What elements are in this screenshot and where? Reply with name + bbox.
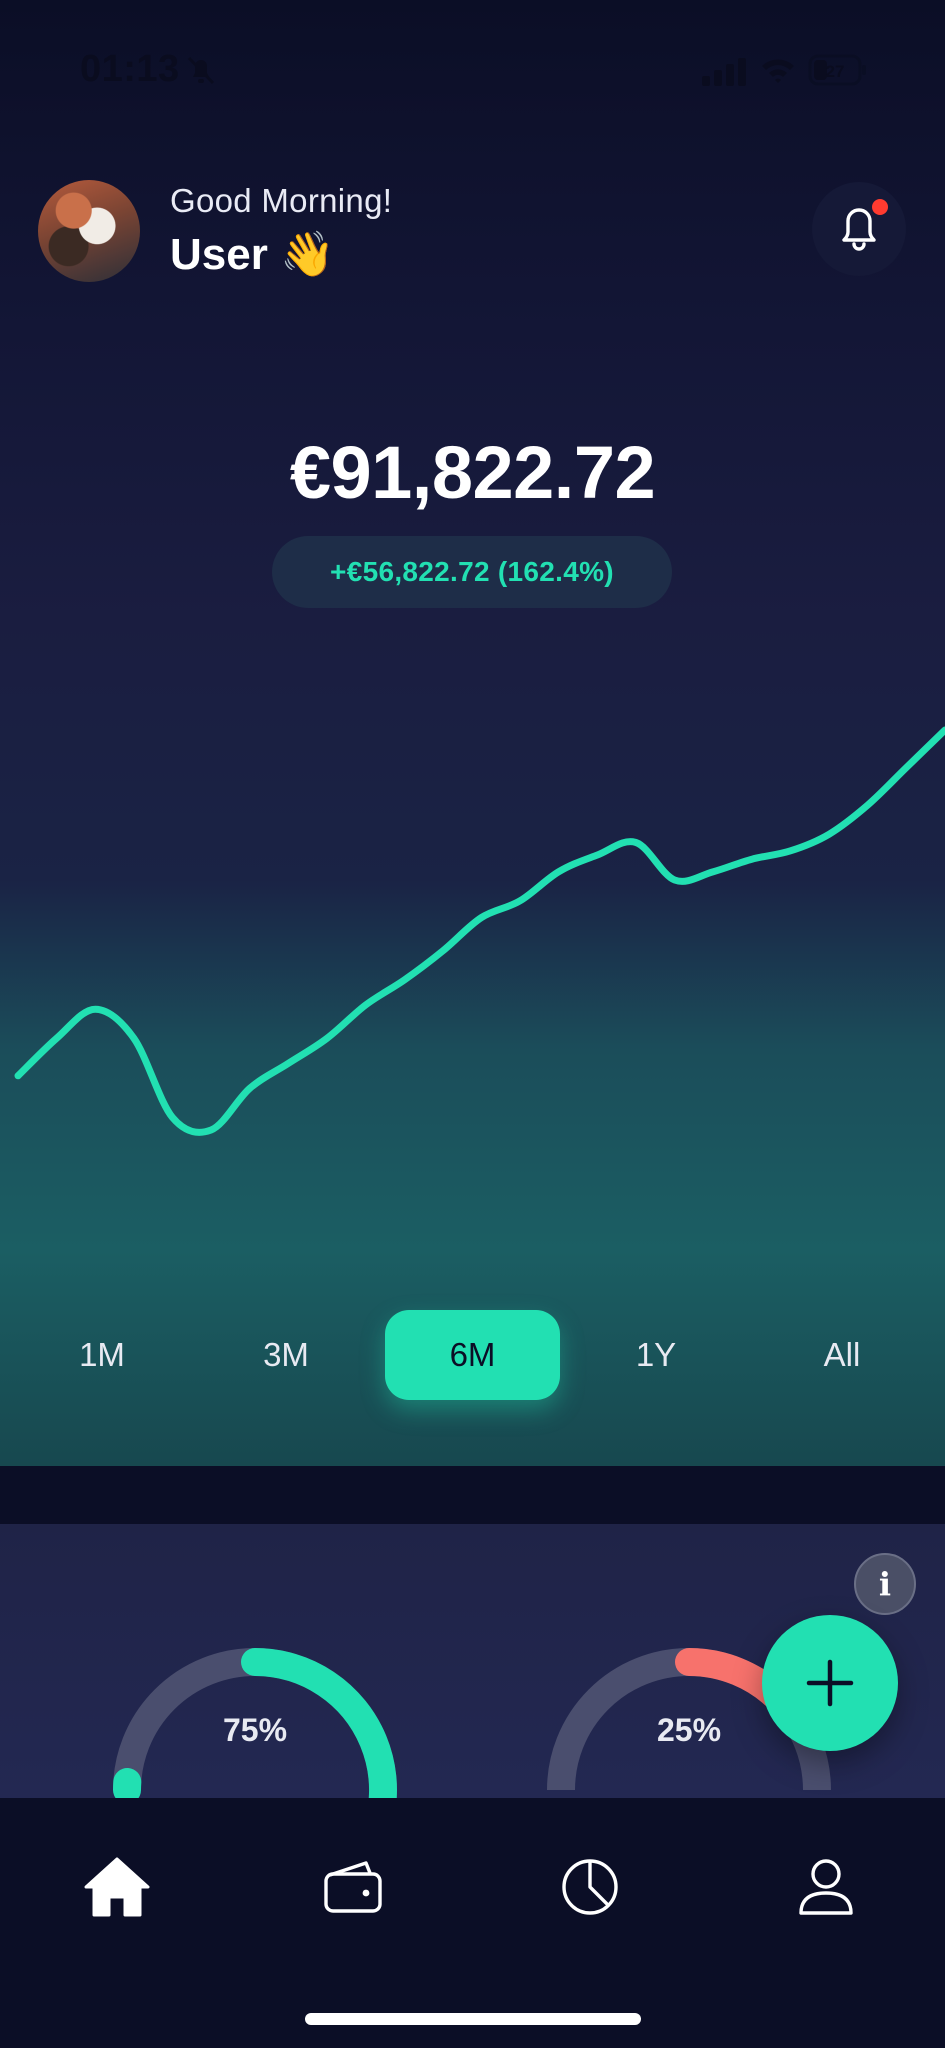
- greeting-text: Good Morning!: [170, 182, 393, 219]
- status-time: 01:13: [80, 48, 180, 90]
- balance-change-text: +€56,822.72 (162.4%): [330, 556, 614, 587]
- plus-icon: [806, 1659, 854, 1707]
- hero-background: [0, 0, 945, 1466]
- tab-all[interactable]: All: [823, 1336, 861, 1373]
- chart-series-line: [14, 726, 945, 1136]
- tab-6m[interactable]: 6M: [385, 1310, 560, 1400]
- battery-icon: 27: [808, 54, 866, 86]
- nav-analytics[interactable]: [545, 1842, 635, 1932]
- balance-change-badge: +€56,822.72 (162.4%): [272, 536, 672, 608]
- tab-1m[interactable]: 1M: [79, 1336, 125, 1373]
- username: User 👋: [170, 230, 335, 279]
- add-button[interactable]: [762, 1615, 898, 1751]
- time-range-tabs: 1M 3M 6M 1Y All: [0, 1310, 945, 1400]
- nav-profile[interactable]: [781, 1842, 871, 1932]
- bottom-navigation: [0, 1798, 945, 2048]
- bell-icon: [842, 208, 876, 251]
- gauge-label-primary: 75%: [222, 1712, 288, 1748]
- gauge-label-secondary: 25%: [656, 1712, 722, 1748]
- portfolio-balance: €91,822.72: [289, 431, 656, 514]
- home-icon: [84, 1857, 150, 1917]
- profile-icon: [799, 1859, 853, 1915]
- status-bar: 01:13 27: [0, 0, 945, 140]
- info-icon: i: [878, 1565, 892, 1603]
- nav-wallet[interactable]: [308, 1842, 398, 1932]
- home-indicator: [305, 2013, 641, 2025]
- gauge-value-arc: [241, 1648, 397, 1798]
- wifi-icon: [762, 59, 794, 83]
- bell-slash-icon: [187, 56, 215, 85]
- battery-level: 27: [826, 62, 845, 81]
- notification-badge: [872, 199, 888, 215]
- cellular-signal-icon: [702, 58, 746, 86]
- pie-chart-icon: [562, 1859, 618, 1915]
- wallet-icon: [324, 1861, 382, 1913]
- tab-1y[interactable]: 1Y: [635, 1336, 677, 1373]
- nav-home[interactable]: [72, 1842, 162, 1932]
- tab-3m[interactable]: 3M: [263, 1336, 309, 1373]
- performance-chart[interactable]: [0, 700, 945, 1160]
- notifications-button[interactable]: [812, 182, 906, 276]
- avatar[interactable]: [38, 180, 140, 282]
- allocation-gauge-primary[interactable]: [105, 1640, 405, 1798]
- info-button[interactable]: i: [854, 1553, 916, 1615]
